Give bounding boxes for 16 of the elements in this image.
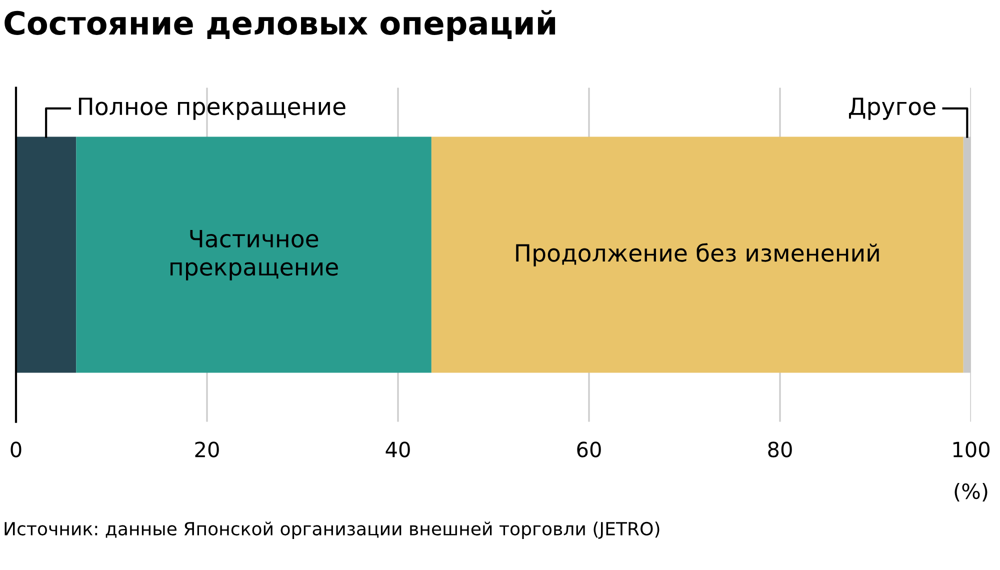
- x-tick-label: 40: [386, 442, 410, 458]
- series-label: Продолжение без изменений: [516, 243, 879, 266]
- x-tick-label: 60: [577, 442, 601, 458]
- bar: [76, 136, 432, 373]
- x-tick-label: 20: [195, 442, 219, 458]
- chart-title: Состояние деловых операций: [4, 10, 556, 42]
- series-label: Полное прекращение: [78, 98, 346, 120]
- x-axis-title: (%): [954, 482, 988, 502]
- bar: [16, 136, 76, 373]
- series-label: Другое: [848, 98, 936, 120]
- text: Источник: данные Японской организации внешней торговли (JETRO): [4, 522, 660, 540]
- x-tick-label: 0: [10, 442, 22, 458]
- x-tick-label: 100: [953, 442, 990, 458]
- bar: [431, 136, 964, 373]
- series-label: Частичное прекращение: [170, 230, 338, 280]
- x-tick-label: 80: [768, 442, 792, 458]
